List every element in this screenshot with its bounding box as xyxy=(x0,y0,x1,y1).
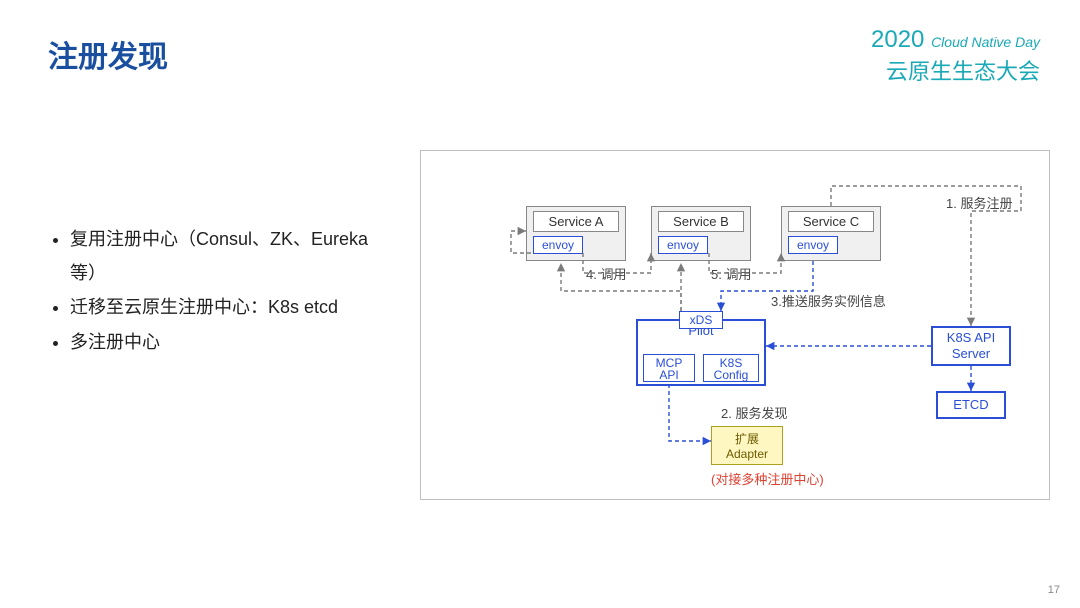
service-b-group: Service B envoy xyxy=(651,206,751,261)
event-name: 云原生生态大会 xyxy=(886,54,1040,86)
mcp-api-box: MCP API xyxy=(643,354,695,382)
architecture-diagram: Service A envoy Service B envoy Service … xyxy=(420,150,1050,500)
service-c-label: Service C xyxy=(788,211,874,232)
bullet-list: 复用注册中心（Consul、ZK、Eureka等） 迁移至云原生注册中心：K8s… xyxy=(48,222,388,359)
xds-box: xDS xyxy=(679,311,723,329)
step5-label: 5. 调用 xyxy=(711,264,751,283)
slide: 注册发现 2020 Cloud Native Day 云原生生态大会 复用注册中… xyxy=(0,0,1080,608)
list-item: 复用注册中心（Consul、ZK、Eureka等） xyxy=(70,222,388,290)
step4-label: 4. 调用 xyxy=(586,264,626,283)
adapter-en: Adapter xyxy=(712,447,782,461)
list-item: 多注册中心 xyxy=(70,325,388,359)
service-a-group: Service A envoy xyxy=(526,206,626,261)
service-c-group: Service C envoy xyxy=(781,206,881,261)
event-year-num: 2020 xyxy=(871,26,924,53)
adapter-zh: 扩展 xyxy=(712,430,782,447)
list-item: 迁移至云原生注册中心：K8s etcd xyxy=(70,290,388,324)
k8s-api-box: K8S API Server xyxy=(931,326,1011,366)
event-tag: Cloud Native Day xyxy=(931,34,1040,50)
envoy-c: envoy xyxy=(788,236,838,254)
bottom-note: (对接多种注册中心) xyxy=(711,469,824,488)
envoy-b: envoy xyxy=(658,236,708,254)
step3-label: 3.推送服务实例信息 xyxy=(771,291,886,310)
service-a-label: Service A xyxy=(533,211,619,232)
envoy-a: envoy xyxy=(533,236,583,254)
etcd-box: ETCD xyxy=(936,391,1006,419)
page-number: 17 xyxy=(1048,584,1060,596)
service-b-label: Service B xyxy=(658,211,744,232)
event-year: 2020 Cloud Native Day xyxy=(871,26,1040,54)
step1-label: 1. 服务注册 xyxy=(946,193,1012,212)
page-title: 注册发现 xyxy=(48,32,168,76)
adapter-box: 扩展 Adapter xyxy=(711,426,783,465)
step2-label: 2. 服务发现 xyxy=(721,403,787,422)
k8s-config-box: K8S Config xyxy=(703,354,759,382)
